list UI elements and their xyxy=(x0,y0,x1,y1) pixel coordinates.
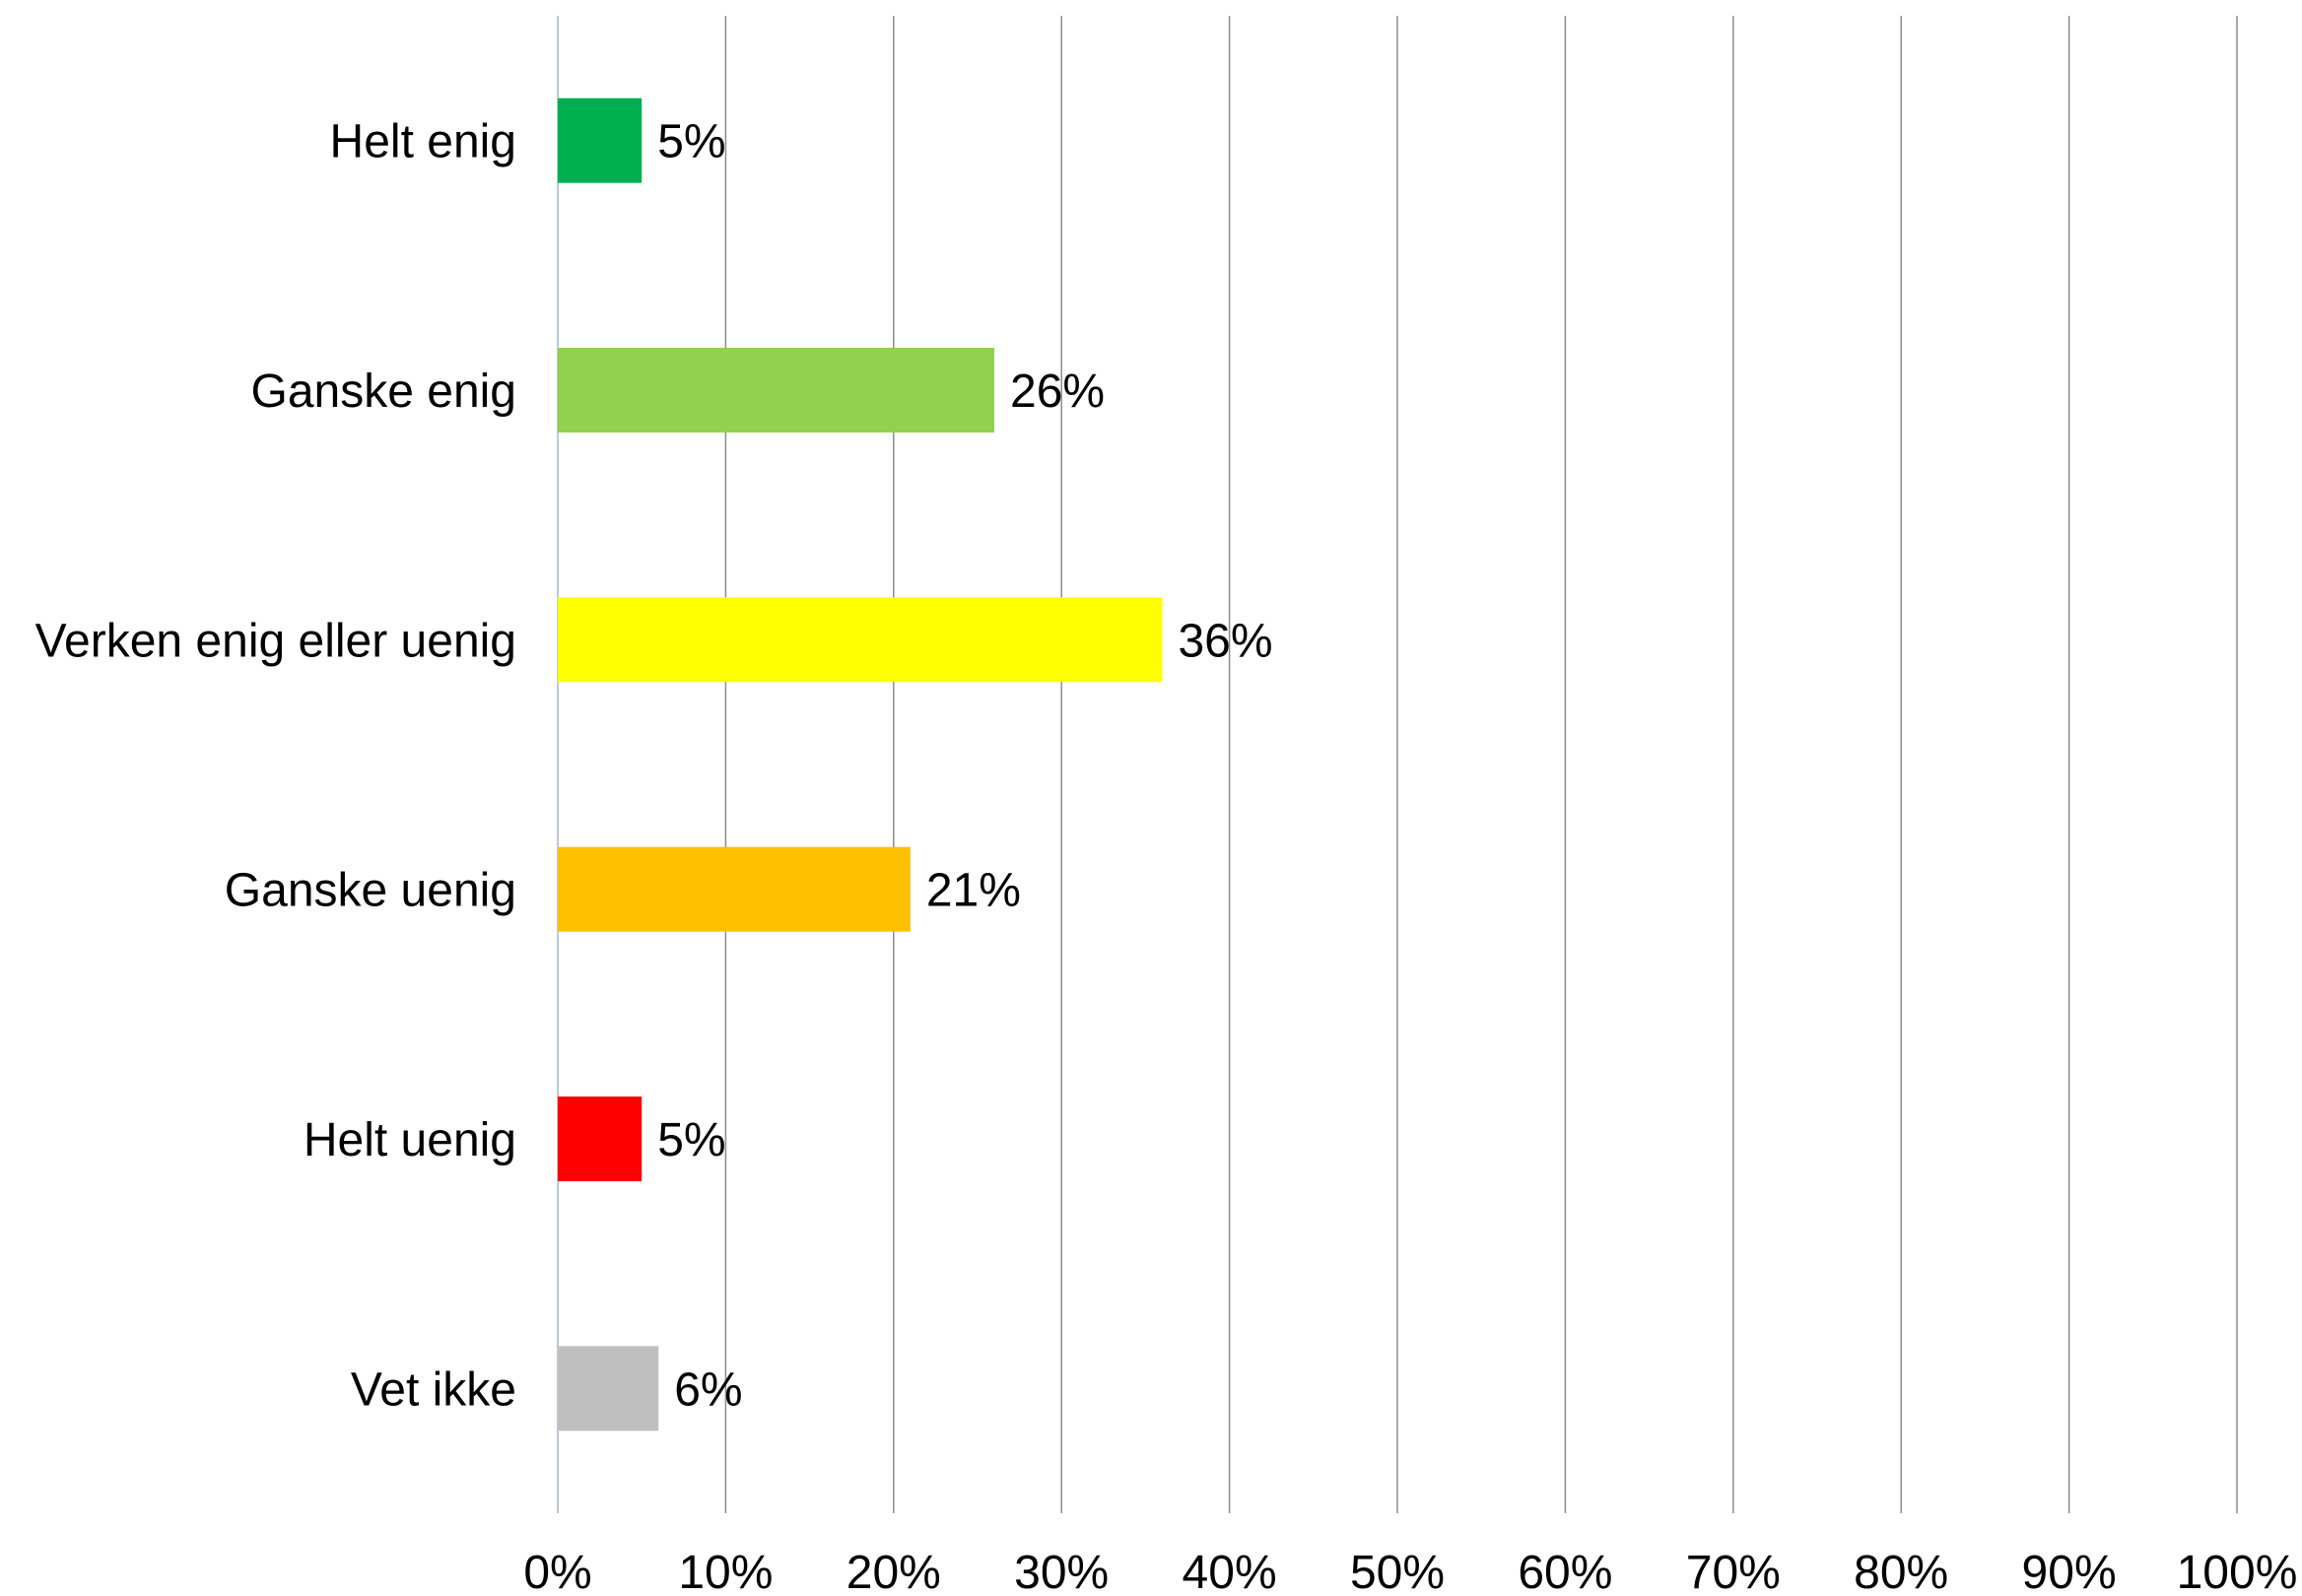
x-tick-label-90: 90% xyxy=(2022,1547,2117,1596)
bar-0 xyxy=(558,98,643,183)
category-label-5: Vet ikke xyxy=(351,1363,516,1416)
bar-4 xyxy=(558,1097,643,1181)
category-label-3: Ganske uenig xyxy=(225,865,516,917)
category-label-0: Helt enig xyxy=(330,116,516,168)
labels: 0% 10% 20% 30% 40% 50% 60% 70% 80% 90% 100% Helt en… xyxy=(35,116,2298,1596)
value-label-5: 6% xyxy=(674,1363,742,1416)
category-label-4: Helt uenig xyxy=(304,1114,516,1166)
bar-1 xyxy=(558,348,995,432)
bars xyxy=(558,98,1163,1431)
x-tick-label-100: 100% xyxy=(2177,1547,2298,1596)
x-tick-label-20: 20% xyxy=(846,1547,941,1596)
x-tick-label-40: 40% xyxy=(1183,1547,1277,1596)
value-label-0: 5% xyxy=(657,116,725,168)
x-tick-label-0: 0% xyxy=(523,1547,591,1596)
x-tick-label-50: 50% xyxy=(1350,1547,1445,1596)
category-label-2: Verken enig eller uenig xyxy=(35,615,516,667)
x-tick-label-70: 70% xyxy=(1686,1547,1781,1596)
x-tick-label-30: 30% xyxy=(1014,1547,1109,1596)
category-label-1: Ganske enig xyxy=(250,366,516,418)
x-tick-label-80: 80% xyxy=(1854,1547,1948,1596)
bar-5 xyxy=(558,1346,659,1431)
bar-3 xyxy=(558,846,911,932)
x-tick-label-10: 10% xyxy=(678,1547,773,1596)
value-label-2: 36% xyxy=(1178,615,1272,667)
value-label-4: 5% xyxy=(657,1114,725,1166)
x-tick-label-60: 60% xyxy=(1518,1547,1612,1596)
value-label-3: 21% xyxy=(926,865,1021,917)
gridlines xyxy=(557,16,2238,1513)
bar-2 xyxy=(558,597,1163,683)
value-label-1: 26% xyxy=(1010,366,1105,418)
